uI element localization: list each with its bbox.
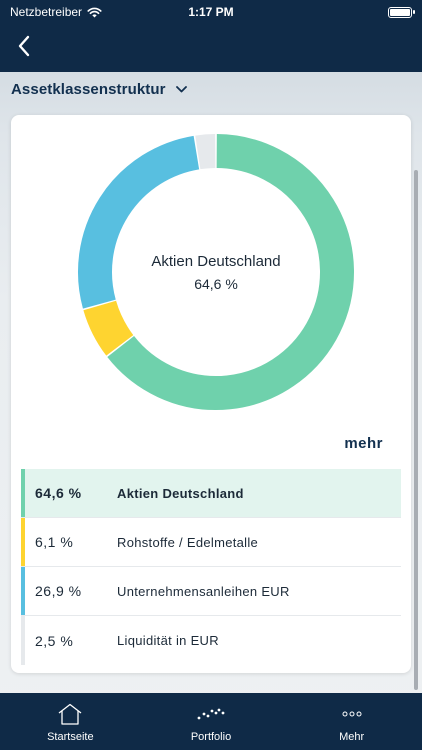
legend-percentage: 26,9 % <box>35 583 82 599</box>
tab-label: Startseite <box>47 731 94 743</box>
section-title: Assetklassenstruktur <box>11 80 166 98</box>
legend-row-liquiditaet[interactable]: 2,5 % Liquidität in EUR <box>21 616 401 665</box>
status-bar: Netzbetreiber 1:17 PM <box>0 0 422 24</box>
wifi-icon <box>87 7 102 17</box>
tab-bar: Startseite Portfolio <box>0 693 422 750</box>
chevron-down-icon <box>175 85 187 92</box>
donut-slice-0[interactable] <box>107 134 354 410</box>
donut-slice-1[interactable] <box>83 300 134 356</box>
home-icon <box>57 703 83 725</box>
allocation-legend: 64,6 % Aktien Deutschland 6,1 % Rohstoff… <box>21 469 401 665</box>
chart-dots-icon <box>197 703 225 725</box>
legend-asset-name: Unternehmensanleihen EUR <box>117 583 290 599</box>
donut-slice-3[interactable] <box>195 134 216 170</box>
nav-header: Netzbetreiber 1:17 PM <box>0 0 422 72</box>
legend-color-bar <box>21 616 25 665</box>
legend-color-bar <box>21 518 25 566</box>
legend-row-aktien-deutschland[interactable]: 64,6 % Aktien Deutschland <box>21 469 401 518</box>
battery-icon <box>388 6 415 18</box>
legend-color-bar <box>21 567 25 615</box>
more-link[interactable]: mehr <box>344 435 383 452</box>
carrier-name: Netzbetreiber <box>10 5 83 19</box>
scrollbar[interactable] <box>414 170 418 690</box>
legend-percentage: 6,1 % <box>35 534 74 550</box>
tab-startseite[interactable]: Startseite <box>0 693 141 750</box>
legend-asset-name: Rohstoffe / Edelmetalle <box>117 534 259 550</box>
legend-percentage: 2,5 % <box>35 632 74 649</box>
back-button[interactable] <box>12 32 36 60</box>
asset-structure-selector[interactable]: Assetklassenstruktur <box>11 78 187 100</box>
donut-slice-2[interactable] <box>78 135 200 309</box>
tab-portfolio[interactable]: Portfolio <box>141 693 282 750</box>
legend-asset-name: Aktien Deutschland <box>117 485 244 501</box>
allocation-card: Aktien Deutschland 64,6 % mehr 64,6 % Ak… <box>11 115 411 673</box>
legend-row-unternehmensanleihen[interactable]: 26,9 % Unternehmensanleihen EUR <box>21 567 401 616</box>
legend-asset-name: Liquidität in EUR <box>117 633 219 648</box>
tab-mehr[interactable]: Mehr <box>281 693 422 750</box>
legend-row-rohstoffe[interactable]: 6,1 % Rohstoffe / Edelmetalle <box>21 518 401 567</box>
more-dots-icon <box>342 703 362 725</box>
legend-color-bar <box>21 469 25 517</box>
tab-label: Mehr <box>339 731 365 743</box>
chevron-left-icon <box>18 35 30 57</box>
donut-chart[interactable] <box>77 133 355 411</box>
carrier-group: Netzbetreiber <box>10 5 102 19</box>
tab-label: Portfolio <box>190 731 232 743</box>
legend-percentage: 64,6 % <box>35 485 82 501</box>
